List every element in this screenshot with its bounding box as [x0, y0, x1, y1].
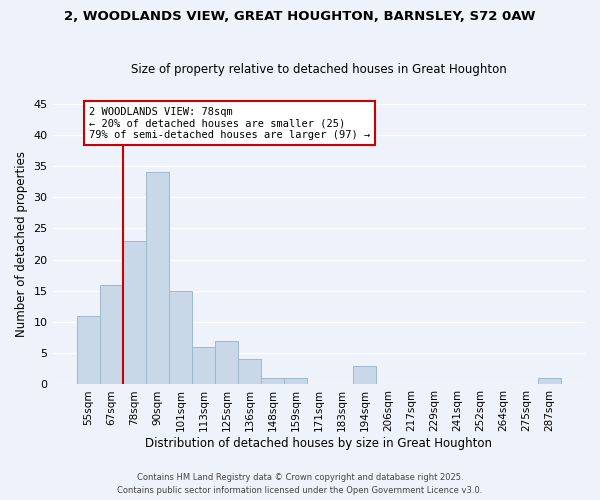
Bar: [538, 378, 561, 384]
Bar: [238, 360, 261, 384]
Bar: [123, 241, 146, 384]
Bar: [192, 347, 215, 385]
Title: Size of property relative to detached houses in Great Houghton: Size of property relative to detached ho…: [131, 63, 506, 76]
Bar: [261, 378, 284, 384]
Bar: [284, 378, 307, 384]
Bar: [146, 172, 169, 384]
Bar: [215, 341, 238, 384]
Text: Contains HM Land Registry data © Crown copyright and database right 2025.
Contai: Contains HM Land Registry data © Crown c…: [118, 474, 482, 495]
X-axis label: Distribution of detached houses by size in Great Houghton: Distribution of detached houses by size …: [145, 437, 492, 450]
Bar: [100, 284, 123, 384]
Text: 2 WOODLANDS VIEW: 78sqm
← 20% of detached houses are smaller (25)
79% of semi-de: 2 WOODLANDS VIEW: 78sqm ← 20% of detache…: [89, 106, 370, 140]
Bar: [77, 316, 100, 384]
Bar: [353, 366, 376, 384]
Y-axis label: Number of detached properties: Number of detached properties: [15, 151, 28, 337]
Text: 2, WOODLANDS VIEW, GREAT HOUGHTON, BARNSLEY, S72 0AW: 2, WOODLANDS VIEW, GREAT HOUGHTON, BARNS…: [64, 10, 536, 23]
Bar: [169, 291, 192, 384]
